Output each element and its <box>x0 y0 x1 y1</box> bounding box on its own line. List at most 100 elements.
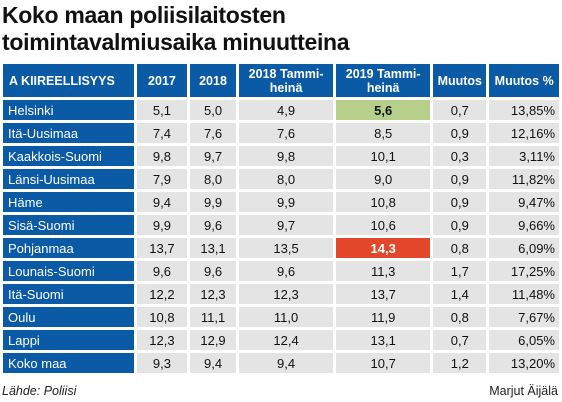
cell: 9,7 <box>190 146 237 166</box>
cell: 13,7 <box>136 238 188 258</box>
cell: 11,82% <box>489 169 559 189</box>
table-row: Pohjanmaa 13,7 13,1 13,5 14,3 0,8 6,09% <box>3 238 559 258</box>
column-header: Muutos <box>433 64 487 97</box>
cell: 1,4 <box>433 284 487 304</box>
cell: 0,9 <box>433 123 487 143</box>
column-header: 2018 <box>190 64 237 97</box>
cell: 13,20% <box>489 353 559 373</box>
row-label: Lappi <box>3 330 134 350</box>
cell: 11,9 <box>336 307 431 327</box>
table-body: Helsinki 5,1 5,0 4,9 5,6 0,7 13,85% Itä-Uusimaa… <box>3 100 559 373</box>
cell: 7,6 <box>190 123 237 143</box>
cell: 12,2 <box>136 284 188 304</box>
table-row: Lappi 12,3 12,9 12,4 13,1 0,7 6,05% <box>3 330 559 350</box>
column-header: 2017 <box>136 64 188 97</box>
title-line: Koko maan poliisilaitosten <box>2 2 286 28</box>
row-label: Itä-Suomi <box>3 284 134 304</box>
cell: 11,48% <box>489 284 559 304</box>
cell: 5,6 <box>336 100 431 120</box>
cell: 7,67% <box>489 307 559 327</box>
row-label: Koko maa <box>3 353 134 373</box>
cell: 7,6 <box>239 123 334 143</box>
cell: 1,2 <box>433 353 487 373</box>
cell: 9,6 <box>136 261 188 281</box>
cell: 9,8 <box>136 146 188 166</box>
header-row: A KIIREELLISYYS 2017 2018 2018 Tammi-heinä 2… <box>3 64 559 97</box>
cell: 11,1 <box>190 307 237 327</box>
cell: 11,0 <box>239 307 334 327</box>
table-row: Kaakkois-Suomi 9,8 9,7 9,8 10,1 0,3 3,11% <box>3 146 559 166</box>
cell: 12,3 <box>190 284 237 304</box>
cell: 9,47% <box>489 192 559 212</box>
cell: 0,9 <box>433 192 487 212</box>
cell: 12,16% <box>489 123 559 143</box>
row-label: Oulu <box>3 307 134 327</box>
cell: 6,09% <box>489 238 559 258</box>
cell: 9,6 <box>239 261 334 281</box>
cell: 12,4 <box>239 330 334 350</box>
cell: 5,0 <box>190 100 237 120</box>
column-header: 2019 Tammi-heinä <box>336 64 431 97</box>
cell: 9,4 <box>239 353 334 373</box>
table-row: Lounais-Suomi 9,6 9,6 9,6 11,3 1,7 17,25% <box>3 261 559 281</box>
cell: 9,6 <box>190 215 237 235</box>
table-row: Itä-Uusimaa 7,4 7,6 7,6 8,5 0,9 12,16% <box>3 123 559 143</box>
row-label: Helsinki <box>3 100 134 120</box>
row-label: Länsi-Uusimaa <box>3 169 134 189</box>
row-label: Itä-Uusimaa <box>3 123 134 143</box>
table-row: Häme 9,4 9,9 9,9 10,8 0,9 9,47% <box>3 192 559 212</box>
cell: 13,5 <box>239 238 334 258</box>
cell: 9,4 <box>136 192 188 212</box>
title: Koko maan poliisilaitosten toimintavalmi… <box>2 2 350 56</box>
cell: 13,7 <box>336 284 431 304</box>
cell: 9,3 <box>136 353 188 373</box>
title-line: toimintavalmiusaika minuutteina <box>2 29 350 55</box>
cell: 11,3 <box>336 261 431 281</box>
cell: 9,8 <box>239 146 334 166</box>
table-row: Sisä-Suomi 9,9 9,6 9,7 10,6 0,9 9,66% <box>3 215 559 235</box>
cell: 9,66% <box>489 215 559 235</box>
cell: 13,1 <box>336 330 431 350</box>
cell: 3,11% <box>489 146 559 166</box>
cell: 9,6 <box>190 261 237 281</box>
source: Lähde: Poliisi <box>2 384 77 398</box>
author: Marjut Äijälä <box>489 384 558 398</box>
row-label: Kaakkois-Suomi <box>3 146 134 166</box>
cell: 7,4 <box>136 123 188 143</box>
cell: 13,1 <box>190 238 237 258</box>
cell: 8,0 <box>190 169 237 189</box>
table-row: Itä-Suomi 12,2 12,3 12,3 13,7 1,4 11,48% <box>3 284 559 304</box>
cell: 12,9 <box>190 330 237 350</box>
cell: 17,25% <box>489 261 559 281</box>
cell: 0,9 <box>433 215 487 235</box>
column-header: Muutos % <box>489 64 559 97</box>
cell: 10,8 <box>336 192 431 212</box>
row-label: Lounais-Suomi <box>3 261 134 281</box>
cell: 1,7 <box>433 261 487 281</box>
table-row: Helsinki 5,1 5,0 4,9 5,6 0,7 13,85% <box>3 100 559 120</box>
cell: 6,05% <box>489 330 559 350</box>
cell: 10,7 <box>336 353 431 373</box>
table: A KIIREELLISYYS 2017 2018 2018 Tammi-heinä 2… <box>0 61 562 376</box>
cell: 0,7 <box>433 330 487 350</box>
cell: 7,9 <box>136 169 188 189</box>
cell: 0,7 <box>433 100 487 120</box>
cell: 0,9 <box>433 169 487 189</box>
row-label: Häme <box>3 192 134 212</box>
column-header: A KIIREELLISYYS <box>3 64 134 97</box>
row-label: Pohjanmaa <box>3 238 134 258</box>
cell: 8,0 <box>239 169 334 189</box>
cell: 9,0 <box>336 169 431 189</box>
cell: 0,8 <box>433 238 487 258</box>
cell: 0,8 <box>433 307 487 327</box>
cell: 9,9 <box>190 192 237 212</box>
cell: 10,1 <box>336 146 431 166</box>
cell: 10,6 <box>336 215 431 235</box>
cell: 12,3 <box>239 284 334 304</box>
cell: 0,3 <box>433 146 487 166</box>
cell: 9,4 <box>190 353 237 373</box>
cell: 5,1 <box>136 100 188 120</box>
cell: 9,9 <box>136 215 188 235</box>
cell: 10,8 <box>136 307 188 327</box>
